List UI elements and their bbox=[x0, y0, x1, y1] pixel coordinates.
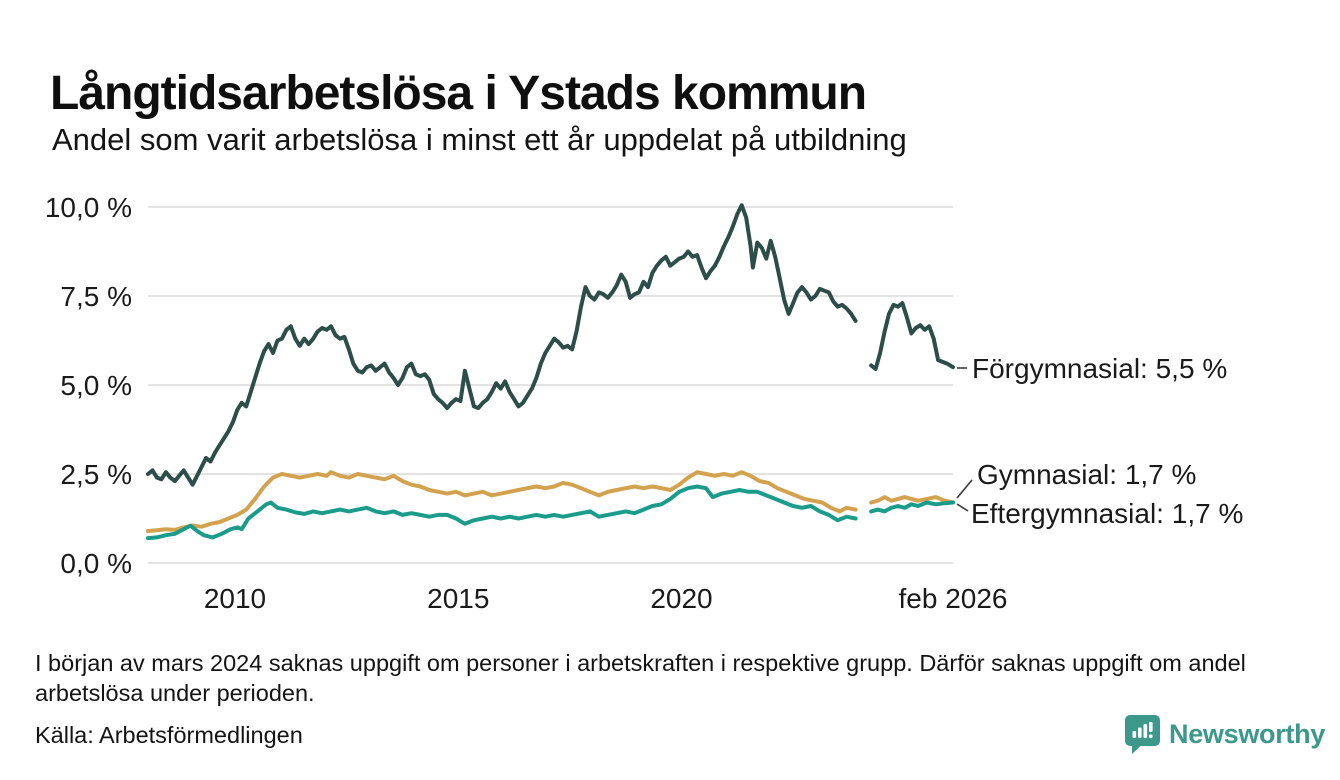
connector-gymnasial bbox=[956, 479, 973, 499]
y-axis-tick-label: 0,0 % bbox=[60, 548, 132, 579]
series-end-label-forgymnasial: Förgymnasial: 5,5 % bbox=[972, 353, 1227, 384]
y-axis-tick-label: 10,0 % bbox=[45, 192, 132, 223]
connector-eftergymnasial bbox=[956, 503, 969, 512]
x-axis-tick-label: 2020 bbox=[650, 583, 712, 614]
series-line-frgymnasial bbox=[146, 203, 858, 487]
x-axis-tick-label: 2010 bbox=[204, 583, 266, 614]
y-axis-tick-label: 5,0 % bbox=[60, 370, 132, 401]
series-end-label-gymnasial: Gymnasial: 1,7 % bbox=[977, 459, 1196, 490]
series-lines-group bbox=[146, 203, 955, 541]
y-axis-tick-label: 7,5 % bbox=[60, 281, 132, 312]
series-line-frgymnasial bbox=[869, 301, 955, 371]
series-line-eftergymnasial bbox=[869, 500, 955, 514]
newsworthy-brand-text: Newsworthy bbox=[1169, 718, 1326, 749]
series-line-gymnasial bbox=[146, 470, 858, 533]
x-axis-tick-label: feb 2026 bbox=[899, 583, 1008, 614]
x-axis-labels-group: 2010 2015 2020 feb 2026 bbox=[204, 583, 1008, 614]
series-line-eftergymnasial bbox=[146, 484, 858, 541]
y-axis-tick-label: 2,5 % bbox=[60, 459, 132, 490]
series-end-label-eftergymnasial: Eftergymnasial: 1,7 % bbox=[971, 498, 1243, 529]
series-line-gymnasial bbox=[869, 495, 955, 505]
footnote: I början av mars 2024 saknas uppgift om … bbox=[35, 650, 1246, 707]
y-axis-labels-group: 10,0 % 7,5 % 5,0 % 2,5 % 0,0 % bbox=[45, 192, 132, 579]
newsworthy-logo-icon bbox=[1124, 713, 1161, 755]
x-axis-tick-label: 2015 bbox=[427, 583, 489, 614]
annotation-connectors-group bbox=[956, 367, 973, 512]
source-attribution: Källa: Arbetsförmedlingen bbox=[35, 722, 303, 748]
page-title: Långtidsarbetslösa i Ystads kommun bbox=[50, 67, 867, 121]
chart-subtitle: Andel som varit arbetslösa i minst ett å… bbox=[52, 122, 907, 157]
newsworthy-logo[interactable]: Newsworthy bbox=[1124, 713, 1325, 755]
